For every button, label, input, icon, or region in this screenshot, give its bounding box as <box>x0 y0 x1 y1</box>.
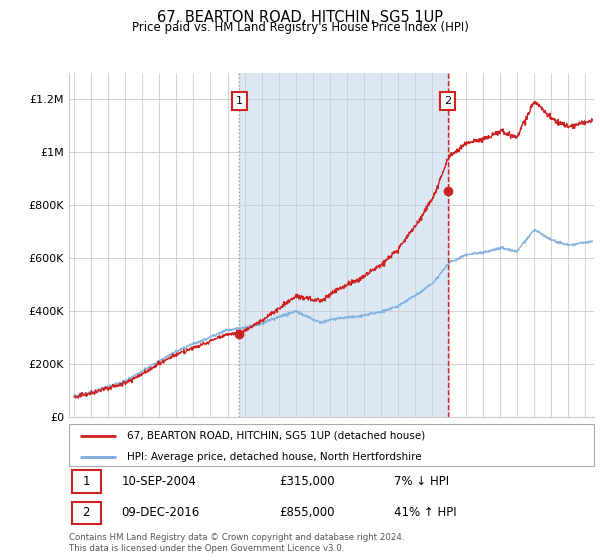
Text: 1: 1 <box>236 96 243 106</box>
FancyBboxPatch shape <box>69 424 594 466</box>
Text: 67, BEARTON ROAD, HITCHIN, SG5 1UP: 67, BEARTON ROAD, HITCHIN, SG5 1UP <box>157 10 443 25</box>
Text: 10-SEP-2004: 10-SEP-2004 <box>121 475 196 488</box>
Text: 09-DEC-2016: 09-DEC-2016 <box>121 506 200 519</box>
Text: 1: 1 <box>82 475 90 488</box>
Text: Contains HM Land Registry data © Crown copyright and database right 2024.
This d: Contains HM Land Registry data © Crown c… <box>69 533 404 553</box>
Bar <box>239 73 448 417</box>
Text: 2: 2 <box>445 96 451 106</box>
FancyBboxPatch shape <box>71 470 101 493</box>
Text: £315,000: £315,000 <box>279 475 335 488</box>
Text: 7% ↓ HPI: 7% ↓ HPI <box>395 475 449 488</box>
Text: HPI: Average price, detached house, North Hertfordshire: HPI: Average price, detached house, Nort… <box>127 452 421 461</box>
Text: 67, BEARTON ROAD, HITCHIN, SG5 1UP (detached house): 67, BEARTON ROAD, HITCHIN, SG5 1UP (deta… <box>127 431 425 441</box>
FancyBboxPatch shape <box>71 502 101 524</box>
Text: 41% ↑ HPI: 41% ↑ HPI <box>395 506 457 519</box>
Text: 2: 2 <box>82 506 90 519</box>
Text: £855,000: £855,000 <box>279 506 335 519</box>
Text: Price paid vs. HM Land Registry's House Price Index (HPI): Price paid vs. HM Land Registry's House … <box>131 21 469 34</box>
